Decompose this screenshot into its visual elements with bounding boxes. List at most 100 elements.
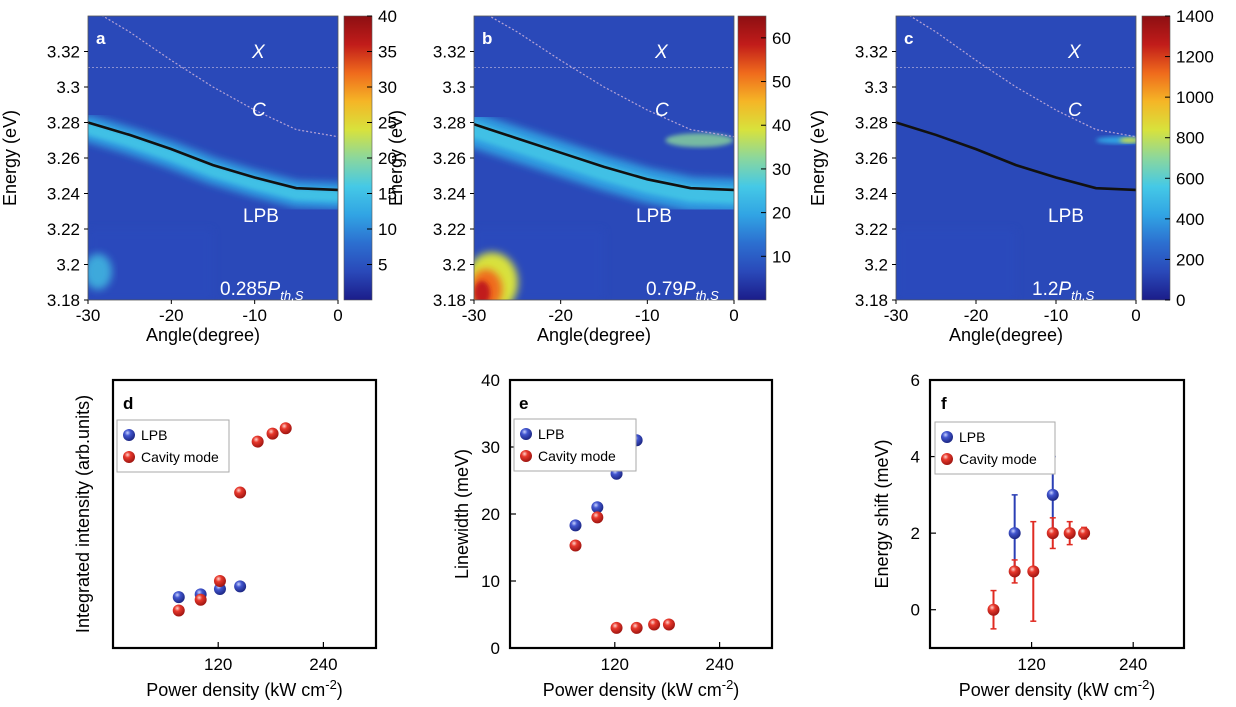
data-point (213, 575, 226, 587)
x-axis-label-sup: -2 (722, 677, 734, 692)
y-tick-label: 3.24 (47, 185, 80, 204)
cavity-label: C (252, 100, 266, 121)
y-tick-label: 3.3 (56, 78, 80, 97)
x-axis-label-main: Power density (kW cm (959, 680, 1138, 700)
y-tick-label: 3.26 (855, 149, 888, 168)
data-point (1063, 527, 1076, 540)
lpb-emission-core (474, 122, 734, 204)
y-tick-label: 3.32 (433, 43, 466, 62)
data-point (234, 580, 247, 593)
x-axis-label: Power density (kW cm-2) (959, 677, 1156, 700)
colorbar-tick-label: 50 (772, 73, 791, 92)
data-point (172, 604, 185, 617)
legend-label: LPB (141, 427, 167, 443)
y-tick-label: 0 (491, 639, 500, 658)
power-subscript: th,S (1071, 288, 1094, 303)
data-point (234, 486, 247, 499)
colorbar-tick-label: 40 (772, 116, 791, 135)
x-axis-label-end: ) (1149, 680, 1155, 700)
y-tick-label: 3.22 (855, 220, 888, 239)
power-subscript: th,S (280, 288, 303, 303)
y-tick-label: 3.28 (855, 114, 888, 133)
data-point (1008, 527, 1021, 540)
y-axis-label: Energy (eV) (808, 110, 828, 206)
y-tick-label: 3.22 (433, 220, 466, 239)
y-tick-label: 3.2 (56, 256, 80, 275)
panel-label: a (96, 29, 106, 48)
x-axis-label: Angle(degree) (146, 325, 260, 345)
colorbar-tick-label: 800 (1176, 129, 1204, 148)
legend: LPB Cavity mode (116, 419, 230, 473)
lpb-curve (474, 123, 734, 192)
power-subscript: th,S (696, 288, 719, 303)
colorbar-tick-label: 20 (378, 149, 397, 168)
y-tick-label: 20 (481, 505, 500, 524)
data-point (630, 621, 643, 634)
x-tick-label: 0 (1131, 306, 1140, 325)
colorbar-tick-label: 0 (1176, 291, 1185, 310)
lpb-curve (88, 121, 338, 192)
x-axis-label-end: ) (337, 680, 343, 700)
colorbar-tick-label: 20 (772, 204, 791, 223)
colorbar (1141, 15, 1171, 301)
y-axis-label: Energy (eV) (386, 110, 406, 206)
y-tick-label: 3.2 (442, 256, 466, 275)
corner-emission-peak (474, 280, 490, 300)
y-tick-label: 3.26 (47, 149, 80, 168)
data-point (1078, 527, 1091, 540)
legend-box (116, 419, 230, 473)
y-tick-label: 3.28 (433, 114, 466, 133)
cavity-label: C (1068, 100, 1082, 121)
colorbar-tick-label: 30 (772, 160, 791, 179)
legend-label: Cavity mode (141, 449, 219, 465)
colorbar-tick-label: 30 (378, 78, 397, 97)
exciton-label: X (1067, 42, 1082, 63)
panel-label: e (519, 394, 528, 413)
legend-box (934, 421, 1056, 475)
legend: LPB Cavity mode (513, 418, 637, 472)
x-axis-label: Power density (kW cm-2) (543, 677, 740, 700)
x-axis-label-end: ) (733, 680, 739, 700)
y-tick-label: 3.18 (855, 291, 888, 310)
x-tick-label: 240 (1119, 655, 1147, 674)
colorbar-tick-label: 400 (1176, 210, 1204, 229)
power-prefix: 0.79 (646, 279, 683, 300)
x-tick-label: 120 (1017, 655, 1045, 674)
exciton-label: X (654, 42, 669, 63)
x-axis-label: Angle(degree) (949, 325, 1063, 345)
y-tick-label: 3.18 (433, 291, 466, 310)
y-tick-label: 3.32 (855, 43, 888, 62)
legend-marker (941, 431, 953, 443)
legend-label: Cavity mode (959, 451, 1037, 467)
data-point (591, 501, 604, 514)
corner-emission (88, 253, 112, 290)
y-axis-label: Integrated intensity (arb.units) (73, 395, 93, 633)
y-axis-label: Linewidth (meV) (452, 449, 472, 579)
x-axis-label-sup: -2 (1138, 677, 1150, 692)
y-tick-label: 3.26 (433, 149, 466, 168)
y-tick-label: 30 (481, 438, 500, 457)
y-tick-label: 6 (911, 371, 920, 390)
colorbar-tick-label: 60 (772, 29, 791, 48)
panel-label: d (123, 394, 133, 413)
scatter-panel-d: 120 240 Power density (kW cm-2) Integrated … (73, 378, 378, 700)
power-prefix: 1.2 (1032, 279, 1058, 300)
panel-label: f (941, 394, 947, 413)
x-tick-label: 0 (729, 306, 738, 325)
colorbar-tick-label: 1400 (1176, 7, 1214, 26)
colorbar-tick-label: 10 (378, 220, 397, 239)
power-prefix: 0.285 (220, 279, 268, 300)
colorbar-tick-label: 5 (378, 256, 387, 275)
y-tick-label: 0 (911, 601, 920, 620)
data-point (279, 422, 292, 435)
power-label: 0.285Pth,S (220, 279, 304, 303)
lpb-curve (896, 121, 1136, 192)
data-point (569, 539, 582, 552)
heatmap-noise (896, 229, 1016, 300)
y-tick-label: 3.2 (864, 256, 888, 275)
scatter-panel-f: 120 240 0 2 4 6 Power density (kW cm-2) Energy … (872, 371, 1186, 700)
cavity-curve (909, 16, 1136, 138)
heatmap-panel-b: b X C LPB 0.79Pth,S 3.18 3.2 3.22 3.24 3.26 3.28 3.… (386, 15, 791, 345)
x-tick-label: -10 (242, 306, 267, 325)
